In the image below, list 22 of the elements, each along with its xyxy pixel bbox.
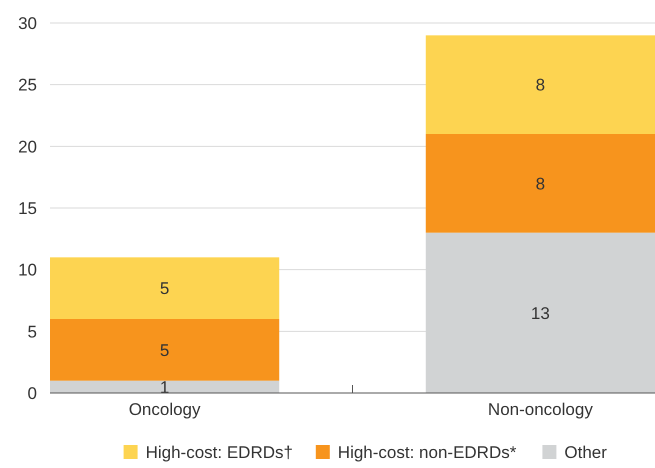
bar — [50, 380, 280, 393]
x-tick-label: Oncology — [128, 400, 202, 419]
data-label: 8 — [536, 174, 546, 194]
y-tick-label: 0 — [28, 384, 37, 403]
legend-label: High-cost: EDRDs† — [146, 443, 293, 462]
data-label: 8 — [536, 76, 546, 95]
data-label: 13 — [530, 304, 550, 323]
bar — [426, 35, 655, 134]
y-tick-label: 15 — [18, 198, 37, 218]
data-label: 5 — [160, 279, 170, 298]
x-tick-label: Non-oncology — [488, 400, 594, 419]
y-tick-label: 20 — [18, 137, 37, 156]
y-tick-label: 5 — [28, 322, 37, 342]
data-label: 5 — [160, 340, 170, 360]
legend-label: Other — [564, 443, 608, 462]
y-tick-label: 30 — [18, 14, 37, 33]
bar — [426, 134, 655, 233]
y-tick-label: 10 — [18, 260, 37, 280]
legend-label: High-cost: non-EDRDs* — [338, 443, 517, 462]
y-tick-label: 25 — [18, 76, 37, 95]
bar — [50, 319, 280, 381]
bar — [50, 257, 280, 319]
